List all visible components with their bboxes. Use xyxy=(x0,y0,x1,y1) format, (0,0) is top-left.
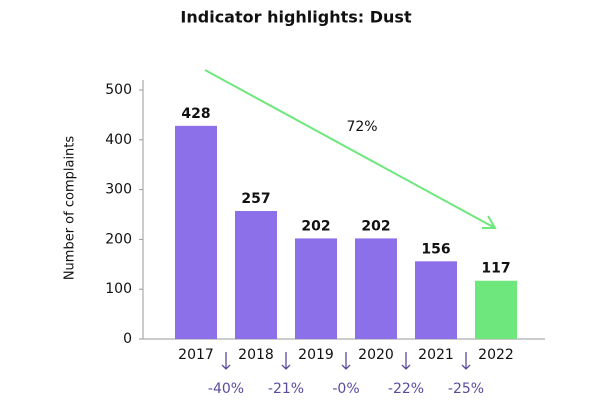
y-tick-label: 100 xyxy=(105,281,132,297)
value-label: 156 xyxy=(421,241,450,257)
x-tick-label: 2017 xyxy=(178,347,214,363)
value-label: 257 xyxy=(241,191,270,207)
chart-title: Indicator highlights: Dust xyxy=(180,8,412,27)
change-label: -22% xyxy=(388,381,424,397)
y-tick-label: 500 xyxy=(105,82,132,98)
change-arrow xyxy=(341,352,351,370)
y-tick-label: 200 xyxy=(105,231,132,247)
trend-arrow xyxy=(204,69,497,229)
change-arrow xyxy=(221,352,231,370)
value-label: 202 xyxy=(361,218,390,234)
x-tick-label: 2019 xyxy=(298,347,334,363)
value-label: 117 xyxy=(481,261,510,277)
change-label: -40% xyxy=(208,381,244,397)
x-tick-label: 2021 xyxy=(418,347,454,363)
y-tick-label: 400 xyxy=(105,132,132,148)
y-tick-label: 300 xyxy=(105,182,132,198)
change-label: -21% xyxy=(268,381,304,397)
overall-change-label: 72% xyxy=(346,119,377,135)
change-arrow xyxy=(401,352,411,370)
y-axis-label: Number of complaints xyxy=(63,136,78,281)
value-label: 202 xyxy=(301,218,330,234)
bar xyxy=(295,238,337,339)
y-tick-label: 0 xyxy=(123,331,132,347)
x-tick-label: 2022 xyxy=(478,347,514,363)
bar xyxy=(235,211,277,339)
bar xyxy=(475,280,517,339)
change-label: -0% xyxy=(332,381,359,397)
change-arrow xyxy=(461,352,471,370)
change-arrow xyxy=(281,352,291,370)
x-tick-label: 2020 xyxy=(358,347,394,363)
change-label: -25% xyxy=(448,381,484,397)
bar xyxy=(175,125,217,339)
x-tick-label: 2018 xyxy=(238,347,274,363)
bar xyxy=(355,238,397,339)
bar xyxy=(415,261,457,339)
value-label: 428 xyxy=(181,106,210,122)
